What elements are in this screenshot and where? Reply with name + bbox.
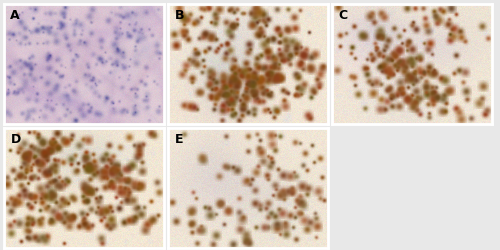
Text: A: A bbox=[10, 9, 20, 22]
Text: E: E bbox=[174, 133, 183, 146]
Text: B: B bbox=[174, 9, 184, 22]
Text: C: C bbox=[338, 9, 347, 22]
Text: D: D bbox=[10, 133, 20, 146]
